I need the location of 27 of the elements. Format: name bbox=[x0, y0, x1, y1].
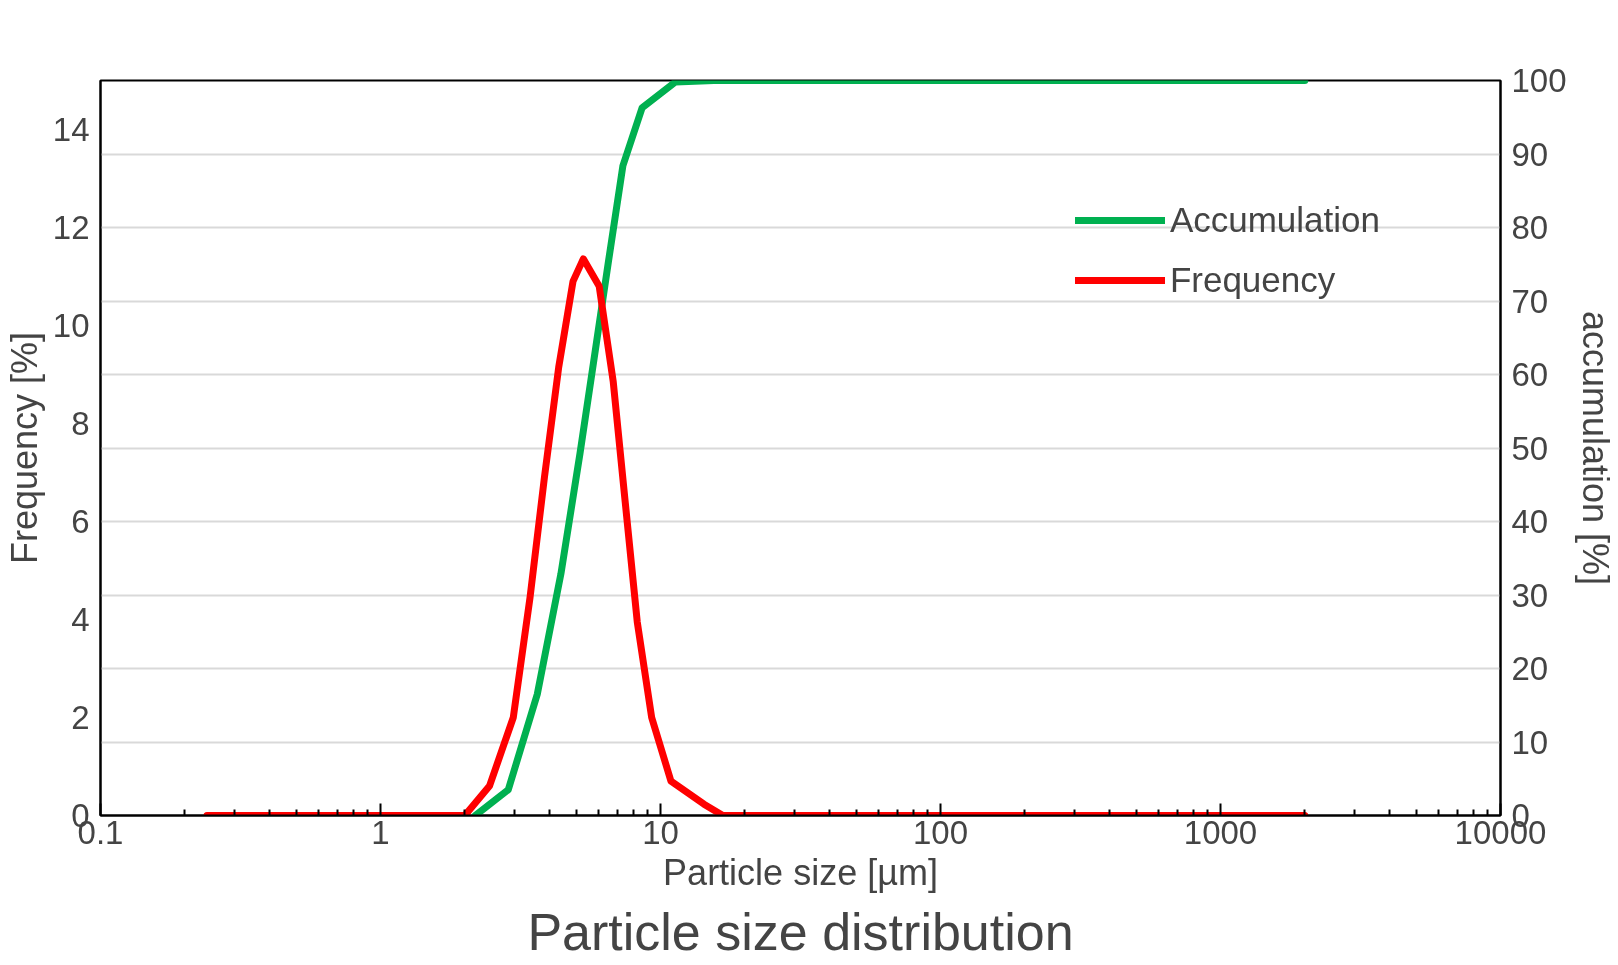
legend-label: Accumulation bbox=[1169, 200, 1380, 240]
y2-tick-label: 20 bbox=[1511, 650, 1549, 687]
y2-tick-label: 100 bbox=[1511, 62, 1567, 99]
y-tick-label: 2 bbox=[71, 699, 90, 736]
y-tick-label: 8 bbox=[71, 405, 90, 442]
legend-label: Frequency bbox=[1169, 260, 1336, 300]
y2-axis-title: accumulation [%] bbox=[1574, 310, 1616, 586]
y-tick-label: 14 bbox=[52, 111, 90, 148]
y-tick-label: 4 bbox=[71, 601, 90, 638]
y2-tick-label: 80 bbox=[1511, 209, 1549, 246]
y2-tick-label: 90 bbox=[1511, 135, 1549, 173]
y-axis-title: Frequency [%] bbox=[3, 331, 45, 565]
y2-tick-label: 70 bbox=[1511, 282, 1549, 320]
y2-tick-label: 60 bbox=[1511, 356, 1549, 393]
x-tick-label: 100 bbox=[912, 813, 969, 851]
y-tick-label: 12 bbox=[52, 209, 90, 246]
y2-tick-label: 50 bbox=[1511, 429, 1549, 467]
y2-tick-label: 10 bbox=[1511, 723, 1549, 761]
x-tick-label: 1000 bbox=[1183, 813, 1258, 851]
x-axis-title: Particle size [µm] bbox=[663, 851, 938, 893]
x-tick-label: 10 bbox=[642, 813, 679, 851]
y-tick-label: 6 bbox=[71, 503, 90, 540]
y2-tick-label: 30 bbox=[1511, 576, 1549, 614]
x-tick-label: 1 bbox=[371, 813, 390, 851]
y2-tick-label: 40 bbox=[1511, 503, 1549, 540]
text: Particle size distribution bbox=[527, 902, 1074, 961]
y-tick-label: 10 bbox=[52, 307, 90, 344]
